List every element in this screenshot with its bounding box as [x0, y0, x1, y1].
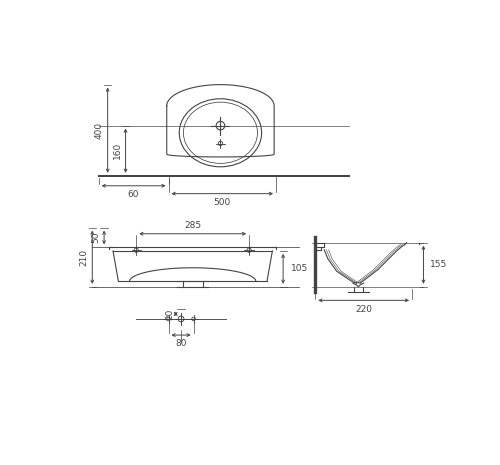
Text: 80: 80	[176, 339, 187, 348]
Text: 285: 285	[184, 221, 202, 230]
Text: 105: 105	[291, 264, 308, 273]
Text: 500: 500	[214, 198, 231, 207]
Text: 210: 210	[79, 249, 88, 266]
Text: 50: 50	[92, 232, 100, 243]
Text: 220: 220	[355, 305, 372, 314]
Text: 160: 160	[113, 142, 122, 159]
Text: 20: 20	[165, 308, 174, 319]
Text: 60: 60	[128, 191, 140, 199]
Text: 155: 155	[430, 260, 447, 269]
Text: 400: 400	[94, 122, 103, 139]
